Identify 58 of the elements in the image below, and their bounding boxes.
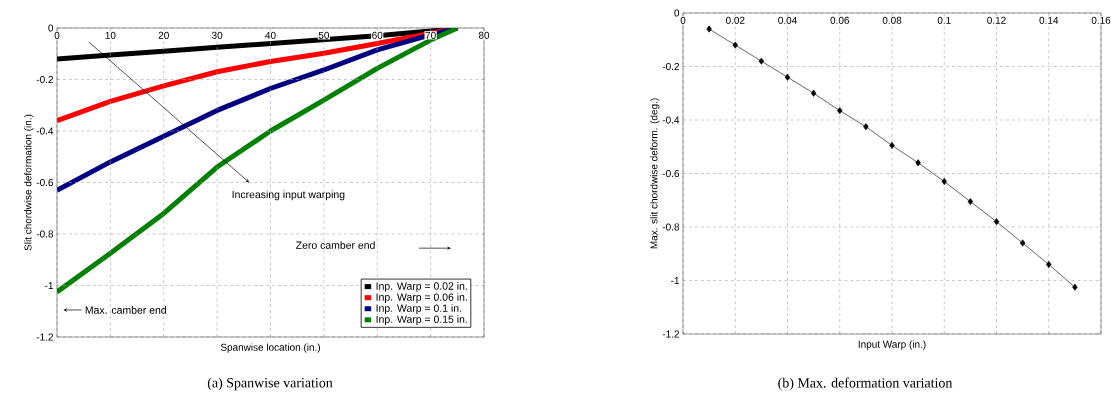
point: [993, 218, 1000, 226]
point: [784, 73, 791, 81]
y-tick-label: -0.2: [36, 75, 53, 84]
x-tick-label: 80: [478, 31, 490, 39]
x-tick-label: 0.1: [937, 16, 951, 24]
y-tick-label: -0.4: [36, 127, 54, 135]
legend-label: Inp. Warp = 0.06 in.: [376, 293, 467, 303]
legend-label: Inp. Warp = 0.15 in.: [376, 315, 467, 326]
x-tick-label: 0.12: [987, 16, 1006, 24]
x-tick-label: 0.14: [1039, 16, 1059, 24]
x-tick-label: 20: [158, 31, 169, 39]
y-tick-label: 0: [674, 9, 680, 17]
x-axis-title: Input Warp (in.): [858, 340, 926, 350]
point: [706, 25, 712, 33]
point: [967, 198, 974, 206]
y-axis-title: Max. slit chordwise deform. (deg.): [650, 98, 660, 249]
annotation: Zero camber end: [296, 241, 375, 249]
y-tick-label: -0.6: [662, 169, 680, 178]
y-tick-label: -1: [45, 282, 53, 289]
point: [863, 123, 869, 131]
x-tick-label: 0: [54, 31, 60, 39]
y-tick-label: 0: [48, 24, 54, 32]
x-tick-label: 0.16: [1091, 16, 1111, 24]
point: [732, 41, 738, 49]
x-tick-label: 0.02: [725, 16, 745, 24]
y-tick-label: -0.2: [662, 62, 679, 71]
text: (a) Spanwise variation: [207, 377, 333, 391]
x-tick-label: 0.08: [882, 16, 902, 24]
point: [1046, 260, 1052, 268]
y-tick-label: -1.2: [662, 330, 679, 338]
point: [889, 141, 895, 149]
x-tick-label: 0: [680, 16, 686, 24]
annotation: Increasing input warping: [232, 190, 345, 201]
y-tick-label: -1: [671, 277, 680, 284]
annotation: Max. camber end: [85, 306, 166, 314]
legend-label: Inp. Warp = 0.1 in.: [376, 304, 462, 314]
x-tick-label: 10: [105, 31, 116, 39]
y-tick-label: -0.6: [36, 178, 54, 187]
y-tick-label: -0.4: [662, 116, 680, 124]
point: [810, 89, 817, 97]
x-tick-label: 30: [211, 31, 223, 39]
y-axis-title: Slit chordwise deformation (in.): [24, 114, 34, 251]
x-tick-label: 0.04: [778, 16, 797, 24]
x-tick-label: 0.06: [830, 16, 850, 24]
x-tick-label: 40: [265, 31, 276, 39]
y-tick-label: -1.2: [36, 333, 53, 341]
point: [837, 107, 843, 115]
point: [915, 159, 921, 167]
legend-label: Inp. Warp = 0.02 in.: [376, 282, 467, 292]
x-axis-title: Spanwise location (in.): [220, 343, 320, 353]
text: (b) Max. deformation variation: [778, 377, 953, 391]
y-tick-label: -0.8: [36, 230, 54, 238]
point: [758, 57, 765, 65]
x-tick-label: 50: [318, 31, 330, 39]
point: [941, 178, 947, 186]
point: [1019, 239, 1026, 247]
y-tick-label: -0.8: [662, 223, 680, 231]
point: [1072, 283, 1078, 291]
